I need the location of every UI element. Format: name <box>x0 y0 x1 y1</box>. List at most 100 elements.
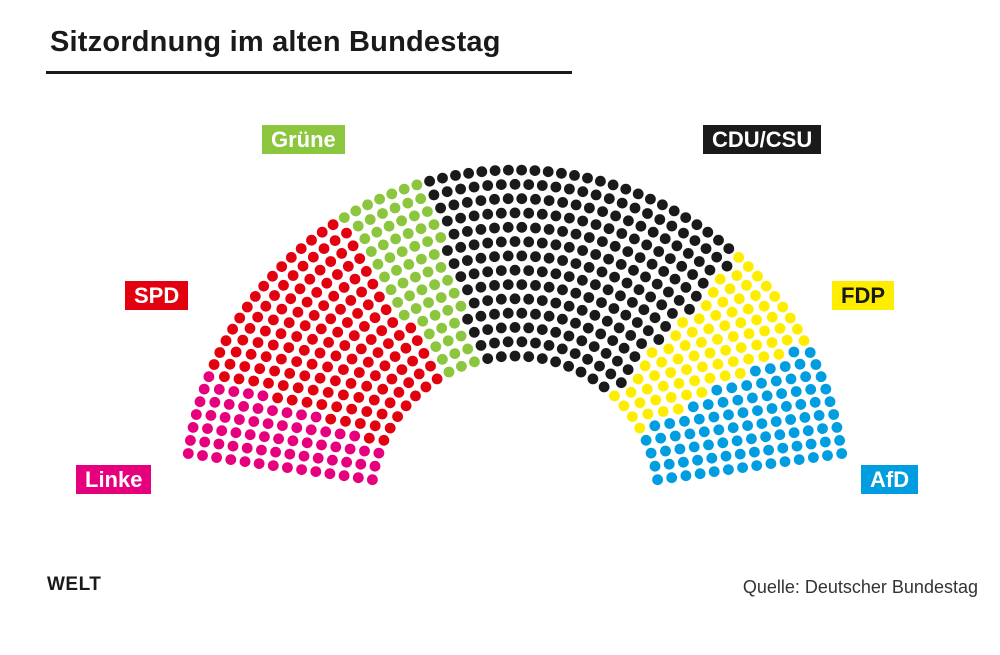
seat-spd <box>369 312 381 324</box>
seat-spd <box>386 373 398 385</box>
seat-cdu-csu <box>495 322 507 334</box>
seat-spd <box>349 273 361 285</box>
seat-cdu-csu <box>629 351 641 362</box>
seat-fdp <box>649 370 660 382</box>
seat-gr-ne <box>423 328 435 340</box>
seat-linke <box>228 386 240 397</box>
seat-afd <box>810 359 822 370</box>
seat-afd <box>808 452 819 463</box>
seat-cdu-csu <box>609 271 620 283</box>
seat-cdu-csu <box>582 172 593 184</box>
seat-spd <box>331 401 343 413</box>
seat-spd <box>346 403 358 415</box>
seat-cdu-csu <box>642 208 653 219</box>
seat-spd <box>405 322 417 334</box>
seat-spd <box>369 420 381 432</box>
seat-cdu-csu <box>635 220 647 232</box>
seat-afd <box>737 462 748 473</box>
seat-spd <box>338 389 349 401</box>
seat-cdu-csu <box>523 351 535 363</box>
seat-linke <box>198 383 210 395</box>
seat-cdu-csu <box>657 199 668 211</box>
seat-afd <box>785 414 796 425</box>
seat-afd <box>702 399 714 410</box>
seat-cdu-csu <box>660 321 671 332</box>
seat-spd <box>354 253 366 264</box>
seat-fdp <box>719 370 731 382</box>
seat-gr-ne <box>416 253 427 265</box>
seat-cdu-csu <box>622 364 634 375</box>
seat-afd <box>680 470 692 482</box>
seat-cdu-csu <box>583 232 595 243</box>
seat-fdp <box>700 300 712 311</box>
seat-fdp <box>627 411 638 422</box>
seat-cdu-csu <box>609 240 621 252</box>
seat-cdu-csu <box>570 287 582 299</box>
seat-cdu-csu <box>435 202 446 214</box>
seat-afd <box>663 458 675 470</box>
seat-cdu-csu <box>468 239 480 251</box>
seat-cdu-csu <box>475 224 487 235</box>
seat-cdu-csu <box>530 308 541 320</box>
seat-cdu-csu <box>455 241 467 253</box>
seat-linke <box>225 454 237 465</box>
seat-spd <box>403 377 415 389</box>
seat-fdp <box>665 367 677 378</box>
seat-afd <box>679 415 690 427</box>
seat-spd <box>342 260 354 272</box>
seat-spd <box>378 434 390 446</box>
source-note: Quelle: Deutscher Bundestag <box>742 577 978 597</box>
seat-cdu-csu <box>536 208 548 220</box>
seat-fdp <box>734 368 746 379</box>
seat-spd <box>267 270 278 282</box>
seat-afd <box>820 383 832 395</box>
seat-afd <box>776 388 787 399</box>
seat-spd <box>318 300 330 311</box>
seat-afd <box>764 363 776 375</box>
seat-fdp <box>712 333 723 345</box>
seat-afd <box>666 472 678 484</box>
seat-linke <box>270 446 281 458</box>
seat-cdu-csu <box>495 293 507 305</box>
seat-cdu-csu <box>482 324 494 335</box>
seat-spd <box>258 280 270 292</box>
seat-spd <box>314 347 326 359</box>
seat-spd <box>347 240 359 252</box>
seat-afd <box>779 361 791 372</box>
legend-label-afd: AfD <box>861 465 919 494</box>
seat-cdu-csu <box>489 222 500 234</box>
seat-spd <box>285 252 297 263</box>
seat-fdp <box>766 337 778 348</box>
seat-gr-ne <box>362 199 373 211</box>
seat-spd <box>340 415 351 427</box>
seat-gr-ne <box>449 348 461 359</box>
seat-cdu-csu <box>641 239 653 251</box>
seat-fdp <box>663 343 675 355</box>
seat-fdp <box>720 344 732 356</box>
seat-cdu-csu <box>596 297 607 308</box>
seat-gr-ne <box>409 210 420 222</box>
seat-cdu-csu <box>629 233 640 245</box>
seat-afd <box>723 464 734 475</box>
seat-afd <box>824 396 836 408</box>
seat-cdu-csu <box>428 189 440 201</box>
seat-spd <box>237 334 249 346</box>
seat-cdu-csu <box>587 373 599 385</box>
seat-spd <box>298 344 310 356</box>
seat-cdu-csu <box>616 228 628 239</box>
seat-cdu-csu <box>723 243 735 255</box>
seat-spd <box>254 363 266 375</box>
seat-cdu-csu <box>570 317 581 329</box>
seat-cdu-csu <box>536 324 548 335</box>
seat-cdu-csu <box>691 219 703 231</box>
seat-linke <box>282 462 293 473</box>
seat-spd <box>230 346 242 358</box>
seat-cdu-csu <box>536 180 548 191</box>
seat-cdu-csu <box>523 179 535 191</box>
seat-spd <box>362 299 374 311</box>
seat-cdu-csu <box>516 307 528 319</box>
seat-cdu-csu <box>647 226 659 238</box>
seat-afd <box>760 431 771 443</box>
seat-linke <box>338 470 350 482</box>
seat-cdu-csu <box>502 193 514 205</box>
